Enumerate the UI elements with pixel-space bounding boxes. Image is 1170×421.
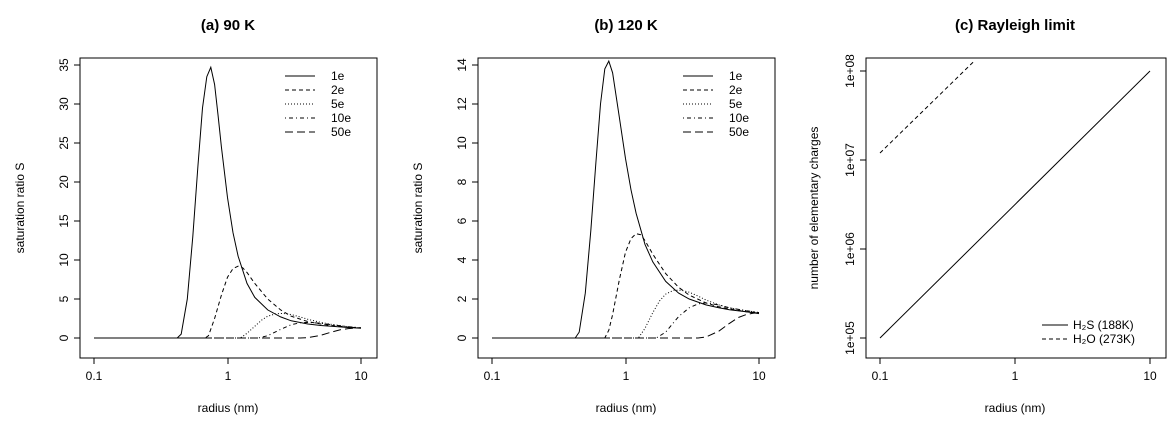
- panel-b-ytick-6: 12: [455, 97, 469, 111]
- panel-b-series-2e-line: [492, 233, 760, 339]
- panel-a-ytick-4: 20: [57, 175, 71, 189]
- panel-a-legend-2e-label: 2e: [331, 83, 345, 97]
- panel-c-ytick-2: 1e+07: [843, 143, 857, 177]
- panel-a-xtick-1: 1: [225, 369, 232, 383]
- panel-a-legend-10e-label: 10e: [331, 111, 351, 125]
- panel-a-x-ticks: 0.1 1 10: [86, 358, 368, 383]
- panel-a-title: (a) 90 K: [201, 17, 255, 34]
- panel-a-ytick-2: 10: [57, 253, 71, 267]
- panel-b-ytick-2: 4: [455, 256, 469, 263]
- panel-a: (a) 90 K 0.1 1 10 0 5 10 15 20 25 30: [13, 17, 378, 415]
- panel-a-ytick-0: 0: [57, 334, 71, 341]
- panel-b: (b) 120 K 0.1 1 10 0 2 4 6 8 10 12 14: [411, 17, 776, 415]
- panel-c-y-axis-label: number of elementary charges: [807, 127, 821, 290]
- panel-a-ytick-3: 15: [57, 214, 71, 228]
- panel-b-series-50e-line: [492, 312, 760, 339]
- panel-c: (c) Rayleigh limit 0.1 1 10 1e+05 1e+06 …: [807, 17, 1167, 415]
- panel-a-ytick-6: 30: [57, 97, 71, 111]
- panel-a-ytick-1: 5: [57, 295, 71, 302]
- panel-b-title: (b) 120 K: [594, 17, 658, 34]
- panel-b-xtick-0: 0.1: [484, 369, 501, 383]
- panel-c-title: (c) Rayleigh limit: [955, 17, 1075, 34]
- panel-c-series: [879, 60, 1151, 339]
- panel-b-ytick-3: 6: [455, 217, 469, 224]
- panel-b-ytick-7: 14: [455, 58, 469, 72]
- panel-a-y-axis-label: saturation ratio S: [13, 163, 27, 254]
- panel-b-xtick-1: 1: [623, 369, 630, 383]
- panel-a-xtick-0: 0.1: [86, 369, 103, 383]
- panel-a-legend-50e-label: 50e: [331, 125, 351, 139]
- panel-b-y-ticks: 0 2 4 6 8 10 12 14: [455, 58, 478, 341]
- panel-a-ytick-5: 25: [57, 136, 71, 150]
- panel-c-xtick-1: 1: [1012, 369, 1019, 383]
- panel-c-x-axis-label: radius (nm): [985, 401, 1046, 415]
- panel-c-ytick-1: 1e+06: [843, 232, 857, 266]
- panel-c-xtick-0: 0.1: [872, 369, 889, 383]
- panel-a-xtick-2: 10: [354, 369, 368, 383]
- panel-a-legend: 1e 2e 5e 10e 50e: [285, 69, 351, 139]
- panel-a-ytick-7: 35: [57, 58, 71, 72]
- panel-a-legend-5e-label: 5e: [331, 97, 345, 111]
- panel-b-ytick-0: 0: [455, 334, 469, 341]
- panel-a-y-ticks: 0 5 10 15 20 25 30 35: [57, 58, 80, 341]
- panel-b-xtick-2: 10: [752, 369, 766, 383]
- panel-c-legend-h2o-label: H₂O (273K): [1073, 332, 1135, 346]
- panel-a-series-50e-line: [94, 327, 362, 339]
- panel-b-ytick-1: 2: [455, 295, 469, 302]
- panel-b-y-axis-label: saturation ratio S: [411, 163, 425, 254]
- panel-c-y-ticks: 1e+05 1e+06 1e+07 1e+08: [843, 54, 866, 355]
- panel-a-series-2e-line: [94, 265, 362, 339]
- panel-b-series-5e-line: [492, 289, 760, 339]
- panel-a-series-10e-line: [94, 321, 362, 339]
- panel-b-legend-50e-label: 50e: [729, 125, 749, 139]
- panel-a-series-1e-line: [94, 65, 362, 339]
- panel-a-series: [94, 65, 362, 339]
- panel-b-ytick-5: 10: [455, 136, 469, 150]
- panel-b-x-ticks: 0.1 1 10: [484, 358, 766, 383]
- panel-b-ytick-4: 8: [455, 178, 469, 185]
- panel-b-legend-1e-label: 1e: [729, 69, 743, 83]
- panel-c-series-h2s-line: [879, 70, 1151, 339]
- panel-b-series-1e-line: [492, 59, 760, 339]
- panel-b-x-axis-label: radius (nm): [596, 401, 657, 415]
- panel-b-series-10e-line: [492, 302, 760, 339]
- panel-c-xtick-2: 10: [1143, 369, 1157, 383]
- panel-b-legend: 1e 2e 5e 10e 50e: [683, 69, 749, 139]
- panel-c-ytick-3: 1e+08: [843, 54, 857, 88]
- panel-a-series-5e-line: [94, 312, 362, 339]
- panel-a-x-axis-label: radius (nm): [198, 401, 259, 415]
- panel-a-legend-1e-label: 1e: [331, 69, 345, 83]
- panel-b-legend-2e-label: 2e: [729, 83, 743, 97]
- panel-b-series: [492, 59, 760, 339]
- panel-c-legend: H₂S (188K) H₂O (273K): [1042, 318, 1135, 346]
- panel-b-legend-10e-label: 10e: [729, 111, 749, 125]
- panel-c-ytick-0: 1e+05: [843, 321, 857, 355]
- panel-c-x-ticks: 0.1 1 10: [872, 358, 1157, 383]
- panel-b-legend-5e-label: 5e: [729, 97, 743, 111]
- panel-c-legend-h2s-label: H₂S (188K): [1073, 318, 1134, 332]
- panel-c-series-h2o-line: [879, 60, 975, 154]
- panel-c-plot-frame: [865, 57, 1167, 359]
